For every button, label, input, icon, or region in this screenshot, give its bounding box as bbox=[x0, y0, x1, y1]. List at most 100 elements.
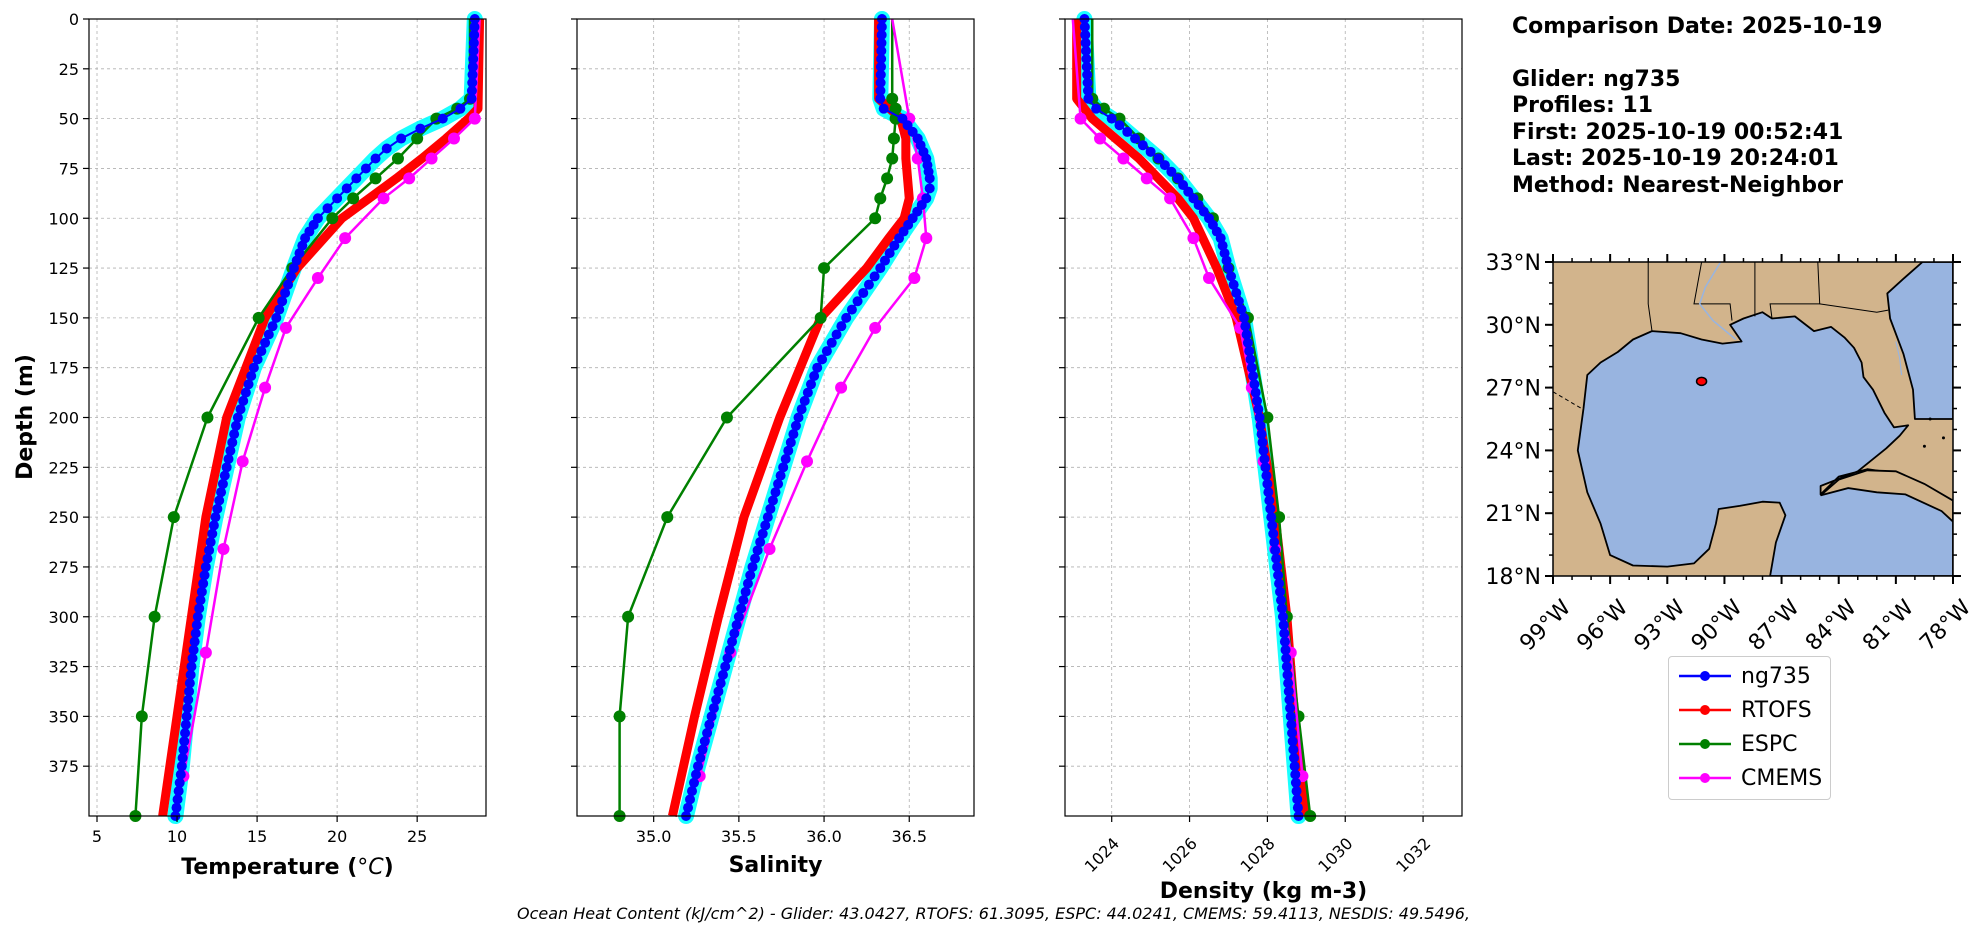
data-point-cmems bbox=[801, 455, 814, 468]
data-point-ng735 bbox=[785, 437, 796, 448]
legend-item-rtofs: RTOFS bbox=[1677, 695, 1812, 725]
data-point-ng735 bbox=[1265, 503, 1276, 514]
data-point-espc bbox=[720, 411, 733, 424]
data-point-cmems bbox=[1094, 132, 1107, 145]
data-point-ng735 bbox=[805, 379, 816, 390]
legend-swatch-rtofs bbox=[1679, 705, 1731, 715]
data-point-ng735 bbox=[1081, 61, 1092, 72]
data-point-cmems bbox=[311, 272, 324, 285]
data-point-ng735 bbox=[207, 528, 218, 539]
data-point-ng735 bbox=[1284, 694, 1295, 705]
data-point-cmems bbox=[1203, 272, 1216, 285]
y-tick-label: 200 bbox=[48, 409, 79, 428]
data-point-ng735 bbox=[793, 412, 804, 423]
data-point-espc bbox=[886, 152, 899, 165]
data-point-ng735 bbox=[1217, 240, 1228, 251]
data-point-ng735 bbox=[778, 462, 789, 473]
data-point-ng735 bbox=[1228, 279, 1239, 290]
info-spacer bbox=[1512, 41, 1882, 67]
data-point-ng735 bbox=[232, 412, 243, 423]
data-point-ng735 bbox=[1283, 686, 1294, 697]
data-point-ng735 bbox=[831, 329, 842, 340]
data-point-ng735 bbox=[185, 669, 196, 680]
data-point-ng735 bbox=[360, 163, 371, 174]
data-point-ng735 bbox=[196, 586, 207, 597]
first-time: First: 2025-10-19 00:52:41 bbox=[1512, 119, 1844, 145]
data-point-ng735 bbox=[1283, 678, 1294, 689]
data-point-ng735 bbox=[1249, 379, 1260, 390]
data-point-ng735 bbox=[1114, 120, 1125, 131]
y-axis-label: Depth (m) bbox=[13, 354, 38, 480]
data-point-ng735 bbox=[467, 61, 478, 72]
data-point-ng735 bbox=[876, 37, 887, 48]
lon-tick-label: 93°W bbox=[1630, 595, 1691, 656]
data-point-ng735 bbox=[1244, 346, 1255, 357]
data-point-ng735 bbox=[1275, 586, 1286, 597]
data-point-espc bbox=[252, 311, 265, 324]
data-point-ng735 bbox=[437, 113, 448, 124]
data-point-ng735 bbox=[221, 462, 232, 473]
data-point-ng735 bbox=[767, 495, 778, 506]
legend-label: RTOFS bbox=[1741, 697, 1812, 723]
data-point-ng735 bbox=[466, 93, 477, 104]
x-tick-label: 1032 bbox=[1392, 834, 1434, 876]
data-point-ng735 bbox=[762, 512, 773, 523]
data-point-ng735 bbox=[685, 794, 696, 805]
data-point-ng735 bbox=[875, 93, 886, 104]
mississippi-river bbox=[1698, 262, 1737, 341]
data-point-ng735 bbox=[695, 752, 706, 763]
data-point-ng735 bbox=[202, 553, 213, 564]
data-point-ng735 bbox=[1281, 653, 1292, 664]
data-point-ng735 bbox=[467, 77, 478, 88]
data-point-ng735 bbox=[469, 29, 480, 40]
data-point-ng735 bbox=[1271, 553, 1282, 564]
data-point-ng735 bbox=[370, 153, 381, 164]
glider-name: Glider: ng735 bbox=[1512, 66, 1681, 92]
x-tick-label: 15 bbox=[247, 827, 267, 846]
lat-tick-label: 30°N bbox=[1486, 314, 1541, 339]
data-point-ng735 bbox=[894, 233, 905, 244]
data-point-ng735 bbox=[246, 370, 257, 381]
data-point-ng735 bbox=[713, 686, 724, 697]
data-point-ng735 bbox=[248, 362, 259, 373]
data-point-ng735 bbox=[1215, 233, 1226, 244]
data-point-ng735 bbox=[176, 761, 187, 772]
data-point-ng735 bbox=[790, 420, 801, 431]
data-point-ng735 bbox=[858, 287, 869, 298]
lon-tick-label: 99°W bbox=[1515, 595, 1576, 656]
data-point-ng735 bbox=[742, 578, 753, 589]
data-point-ng735 bbox=[788, 429, 799, 440]
degree-celsius-symbol: °C bbox=[357, 855, 384, 880]
data-point-ng735 bbox=[1246, 362, 1257, 373]
series-espc bbox=[129, 19, 476, 822]
data-point-ng735 bbox=[178, 744, 189, 755]
data-point-cmems bbox=[1140, 172, 1153, 185]
lon-tick-label: 96°W bbox=[1573, 595, 1634, 656]
data-point-ng735 bbox=[181, 711, 192, 722]
data-point-ng735 bbox=[717, 669, 728, 680]
data-point-ng735 bbox=[1233, 296, 1244, 307]
data-point-ng735 bbox=[190, 628, 201, 639]
data-point-cmems bbox=[377, 192, 390, 205]
data-point-ng735 bbox=[924, 183, 935, 194]
data-point-ng735 bbox=[780, 454, 791, 465]
data-point-ng735 bbox=[210, 512, 221, 523]
data-point-ng735 bbox=[223, 454, 234, 465]
data-point-ng735 bbox=[1130, 133, 1141, 144]
data-point-ng735 bbox=[889, 240, 900, 251]
data-point-ng735 bbox=[1278, 620, 1289, 631]
series-ng735 bbox=[1079, 14, 1304, 821]
legend-item-espc: ESPC bbox=[1677, 729, 1798, 759]
y-tick-label: 250 bbox=[48, 508, 79, 527]
data-point-ng735 bbox=[1091, 103, 1102, 114]
data-point-ng735 bbox=[182, 703, 193, 714]
data-point-ng735 bbox=[702, 727, 713, 738]
data-point-ng735 bbox=[175, 769, 186, 780]
data-point-ng735 bbox=[1166, 166, 1177, 177]
data-point-ng735 bbox=[708, 703, 719, 714]
data-point-ng735 bbox=[187, 653, 198, 664]
data-point-ng735 bbox=[235, 404, 246, 415]
lat-tick-label: 18°N bbox=[1486, 565, 1541, 590]
data-point-espc bbox=[148, 610, 161, 623]
data-point-ng735 bbox=[687, 786, 698, 797]
